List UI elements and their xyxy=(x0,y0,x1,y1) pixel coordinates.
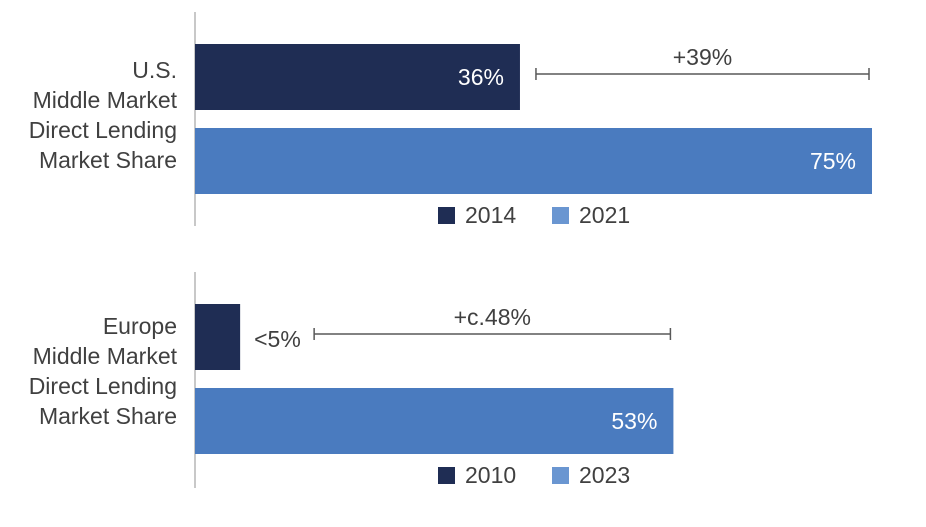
legend-swatch-us-2014 xyxy=(438,207,455,224)
bar-us-2014 xyxy=(195,44,520,110)
category-label-us-line-4: Market Share xyxy=(39,147,177,173)
data-label-us-2021: 75% xyxy=(810,148,856,174)
category-label-europe-line-1: Europe xyxy=(103,313,177,339)
bracket-annotation-us: +39% xyxy=(673,44,732,70)
category-label-europe-line-2: Middle Market xyxy=(33,343,178,369)
bar-europe-2023 xyxy=(195,388,674,454)
legend-swatch-us-2021 xyxy=(552,207,569,224)
data-label-us-2014: 36% xyxy=(458,64,504,90)
data-label-europe-2023: 53% xyxy=(611,408,657,434)
data-label-europe-2010: <5% xyxy=(254,326,301,352)
legend-swatch-europe-2023 xyxy=(552,467,569,484)
bar-europe-2010 xyxy=(195,304,241,370)
category-label-us-line-2: Middle Market xyxy=(33,87,178,113)
bracket-annotation-europe: +c.48% xyxy=(454,304,531,330)
category-label-europe-line-4: Market Share xyxy=(39,403,177,429)
legend-label-europe-2010: 2010 xyxy=(465,462,516,488)
legend-label-us-2014: 2014 xyxy=(465,202,516,228)
category-label-us-line-3: Direct Lending xyxy=(29,117,177,143)
legend-label-us-2021: 2021 xyxy=(579,202,630,228)
legend-label-europe-2023: 2023 xyxy=(579,462,630,488)
legend-swatch-europe-2010 xyxy=(438,467,455,484)
bar-us-2021 xyxy=(195,128,872,194)
category-label-europe-line-3: Direct Lending xyxy=(29,373,177,399)
category-label-us-line-1: U.S. xyxy=(132,57,177,83)
